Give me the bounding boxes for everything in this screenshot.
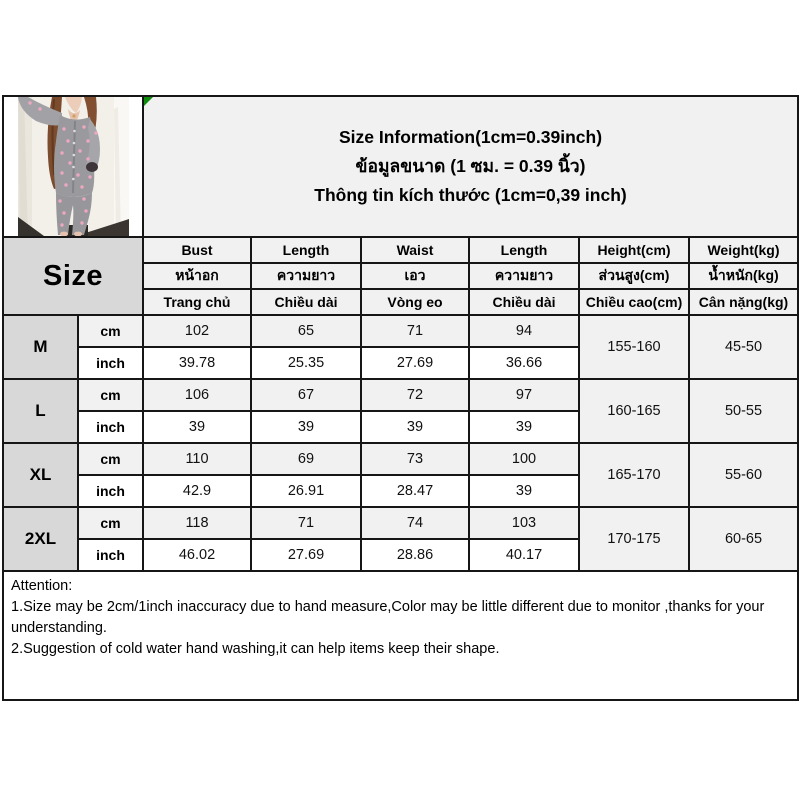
col-header-length-en: Length [252, 238, 360, 262]
2xl-length-cm: 71 [252, 508, 360, 538]
unit-inch: inch [79, 476, 142, 506]
xl-waist-cm: 73 [362, 444, 468, 474]
row-label-2xl: 2XL [4, 508, 77, 570]
xl-length2-inch: 39 [470, 476, 578, 506]
col-header-weight-th: น้ำหนัก(kg) [690, 264, 797, 288]
pajama-model-illustration [17, 97, 129, 236]
xl-weight: 55-60 [690, 444, 797, 506]
m-waist-cm: 71 [362, 316, 468, 346]
m-length2-cm: 94 [470, 316, 578, 346]
l-waist-inch: 39 [362, 412, 468, 442]
m-bust-cm: 102 [144, 316, 250, 346]
xl-bust-inch: 42.9 [144, 476, 250, 506]
col-header-length-th: ความยาว [252, 264, 360, 288]
l-weight: 50-55 [690, 380, 797, 442]
l-length-cm: 67 [252, 380, 360, 410]
l-length-inch: 39 [252, 412, 360, 442]
unit-inch: inch [79, 540, 142, 570]
col-header-length2-th: ความยาว [470, 264, 578, 288]
row-label-l: L [4, 380, 77, 442]
size-table: Size Information(1cm=0.39inch) ข้อมูลขนา… [2, 95, 799, 701]
l-height: 160-165 [580, 380, 688, 442]
col-header-bust-en: Bust [144, 238, 250, 262]
col-header-height-th: ส่วนสูง(cm) [580, 264, 688, 288]
m-weight: 45-50 [690, 316, 797, 378]
2xl-bust-cm: 118 [144, 508, 250, 538]
2xl-weight: 60-65 [690, 508, 797, 570]
attention-item-1: 1.Size may be 2cm/1inch inaccuracy due t… [11, 599, 765, 637]
2xl-height: 170-175 [580, 508, 688, 570]
unit-cm: cm [79, 316, 142, 346]
col-header-bust-vi: Trang chủ [144, 290, 250, 314]
col-header-waist-vi: Vòng eo [362, 290, 468, 314]
m-height: 155-160 [580, 316, 688, 378]
m-bust-inch: 39.78 [144, 348, 250, 378]
col-header-bust-th: หน้าอก [144, 264, 250, 288]
l-bust-inch: 39 [144, 412, 250, 442]
2xl-length-inch: 27.69 [252, 540, 360, 570]
col-header-length-vi: Chiều dài [252, 290, 360, 314]
col-header-height-en: Height(cm) [580, 238, 688, 262]
l-waist-cm: 72 [362, 380, 468, 410]
m-length-cm: 65 [252, 316, 360, 346]
xl-bust-cm: 110 [144, 444, 250, 474]
unit-cm: cm [79, 444, 142, 474]
unit-cm: cm [79, 380, 142, 410]
green-corner-flag-icon [144, 97, 153, 106]
unit-cm: cm [79, 508, 142, 538]
m-length2-inch: 36.66 [470, 348, 578, 378]
2xl-waist-cm: 74 [362, 508, 468, 538]
col-header-waist-th: เอว [362, 264, 468, 288]
l-length2-cm: 97 [470, 380, 578, 410]
xl-length2-cm: 100 [470, 444, 578, 474]
size-info-title-block: Size Information(1cm=0.39inch) ข้อมูลขนา… [144, 97, 797, 236]
col-header-waist-en: Waist [362, 238, 468, 262]
title-thai: ข้อมูลขนาด (1 ซม. = 0.39 นิ้ว) [355, 156, 586, 176]
size-corner-label: Size [4, 238, 142, 314]
col-header-length2-en: Length [470, 238, 578, 262]
2xl-length2-cm: 103 [470, 508, 578, 538]
attention-note: Attention: 1.Size may be 2cm/1inch inacc… [4, 572, 797, 699]
col-header-height-vi: Chiều cao(cm) [580, 290, 688, 314]
unit-inch: inch [79, 348, 142, 378]
title-vietnamese: Thông tin kích thước (1cm=0,39 inch) [314, 185, 627, 205]
m-length-inch: 25.35 [252, 348, 360, 378]
xl-length-cm: 69 [252, 444, 360, 474]
2xl-length2-inch: 40.17 [470, 540, 578, 570]
row-label-xl: XL [4, 444, 77, 506]
title-english: Size Information(1cm=0.39inch) [338, 127, 603, 147]
l-length2-inch: 39 [470, 412, 578, 442]
col-header-weight-vi: Cân nặng(kg) [690, 290, 797, 314]
xl-length-inch: 26.91 [252, 476, 360, 506]
row-label-m: M [4, 316, 77, 378]
m-waist-inch: 27.69 [362, 348, 468, 378]
attention-heading: Attention: [11, 578, 73, 594]
col-header-weight-en: Weight(kg) [690, 238, 797, 262]
xl-height: 165-170 [580, 444, 688, 506]
l-bust-cm: 106 [144, 380, 250, 410]
unit-inch: inch [79, 412, 142, 442]
xl-waist-inch: 28.47 [362, 476, 468, 506]
product-photo [4, 97, 142, 236]
2xl-bust-inch: 46.02 [144, 540, 250, 570]
attention-item-2: 2.Suggestion of cold water hand washing,… [11, 641, 500, 658]
col-header-length2-vi: Chiều dài [470, 290, 578, 314]
2xl-waist-inch: 28.86 [362, 540, 468, 570]
